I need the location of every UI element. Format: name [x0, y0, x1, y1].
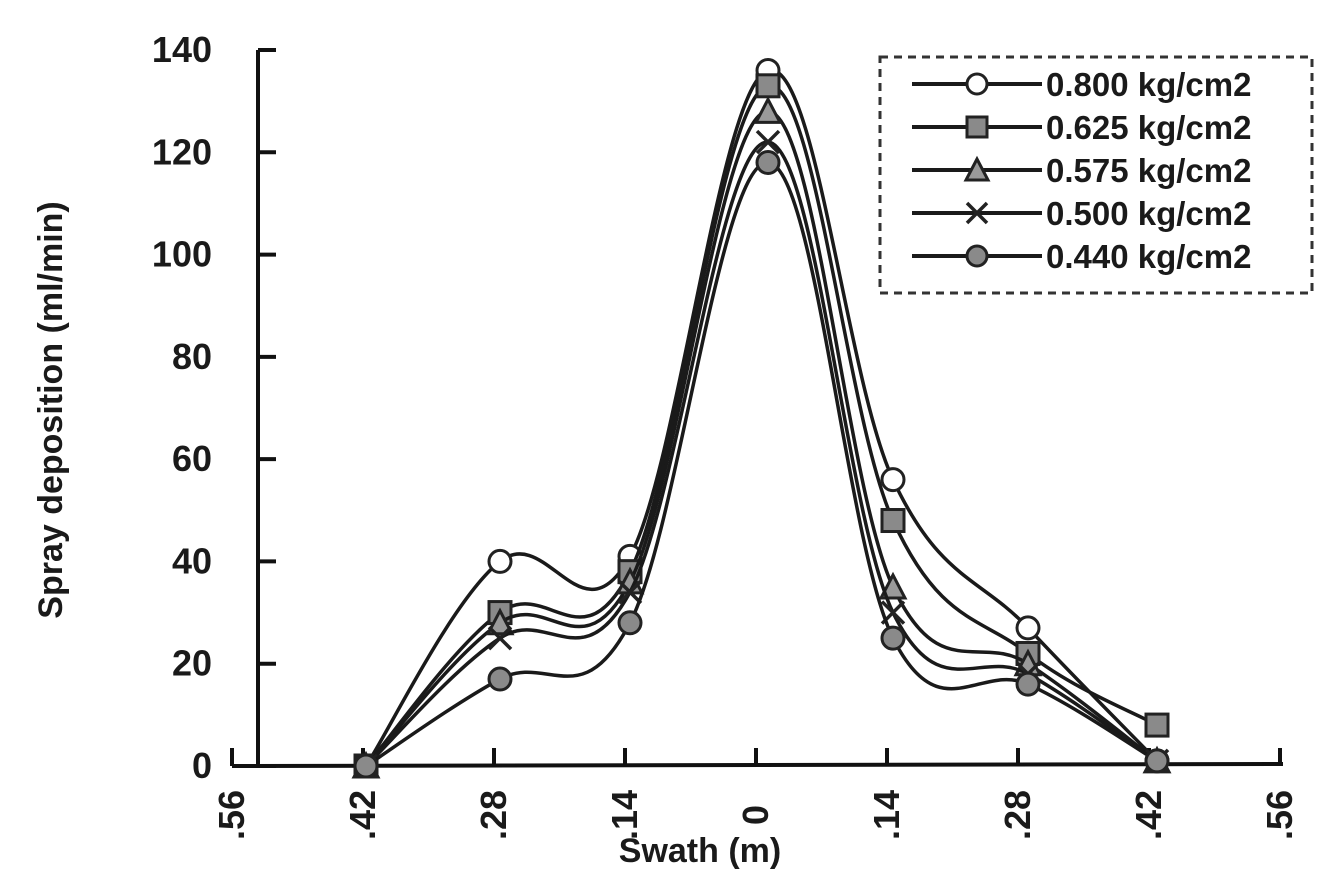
- x-tick-label: .56: [1259, 790, 1300, 840]
- data-point-marker: [1144, 748, 1170, 774]
- data-point-marker: [753, 96, 783, 124]
- legend-label: 0.800 kg/cm2: [1046, 66, 1251, 103]
- x-tick-label: .14: [866, 790, 907, 840]
- y-axis-ticks: 0 20 40 60 80 100 120 140: [152, 29, 276, 786]
- data-point-marker: [487, 625, 513, 651]
- data-point-marker: [487, 666, 513, 692]
- y-tick-label: 0: [192, 745, 212, 786]
- y-tick-label: 120: [152, 131, 212, 172]
- data-point-marker: [880, 508, 906, 534]
- data-point-marker: [755, 73, 781, 99]
- data-point-marker: [487, 548, 513, 574]
- x-tick-label: .56: [211, 790, 252, 840]
- data-point-marker: [965, 115, 989, 139]
- data-point-marker: [755, 150, 781, 176]
- x-tick-label: 0: [735, 805, 776, 825]
- data-point-marker: [485, 607, 515, 636]
- data-point-marker: [880, 467, 906, 493]
- x-tick-label: .14: [604, 790, 645, 840]
- y-tick-label: 80: [172, 336, 212, 377]
- legend-entry: 0.440 kg/cm2: [912, 238, 1251, 275]
- data-point-marker: [878, 571, 908, 600]
- legend-label: 0.575 kg/cm2: [1046, 152, 1251, 189]
- legend: 0.800 kg/cm2 0.625 kg/cm2 0.575 kg/cm2 0.50…: [878, 55, 1314, 295]
- data-point-marker: [880, 625, 906, 651]
- data-point-marker: [965, 244, 989, 268]
- series-line: [364, 109, 1159, 768]
- data-point-marker: [617, 610, 643, 636]
- x-tick-label: .28: [473, 790, 514, 840]
- y-tick-label: 100: [152, 234, 212, 275]
- x-tick-label: .42: [1128, 790, 1169, 840]
- data-point-marker: [755, 129, 781, 155]
- series-group: [351, 57, 1172, 779]
- y-tick-label: 60: [172, 438, 212, 479]
- data-point-marker: [1144, 712, 1170, 738]
- data-point-marker: [353, 753, 379, 779]
- data-point-marker: [1015, 615, 1041, 641]
- data-point-marker: [965, 201, 989, 225]
- x-tick-label: .28: [997, 790, 1038, 840]
- x-axis-title: Swath (m): [619, 832, 781, 870]
- y-tick-label: 40: [172, 540, 212, 581]
- y-tick-label: 20: [172, 643, 212, 684]
- data-point-marker: [617, 579, 643, 605]
- y-tick-label: 140: [152, 29, 212, 70]
- data-point-marker: [1015, 671, 1041, 697]
- series-5: [353, 150, 1170, 779]
- legend-entry: 0.575 kg/cm2: [912, 152, 1251, 189]
- data-point-marker: [963, 155, 991, 182]
- legend-label: 0.625 kg/cm2: [1046, 109, 1251, 146]
- legend-entry: 0.800 kg/cm2: [912, 66, 1251, 103]
- legend-label: 0.500 kg/cm2: [1046, 195, 1251, 232]
- legend-label: 0.440 kg/cm2: [1046, 238, 1251, 275]
- x-tick-label: .42: [342, 790, 383, 840]
- legend-entry: 0.625 kg/cm2: [912, 109, 1251, 146]
- legend-entry: 0.500 kg/cm2: [912, 195, 1251, 232]
- data-point-marker: [965, 72, 989, 96]
- legend-box: [878, 55, 1314, 295]
- y-axis-title: Spray deposition (ml/min): [32, 201, 70, 618]
